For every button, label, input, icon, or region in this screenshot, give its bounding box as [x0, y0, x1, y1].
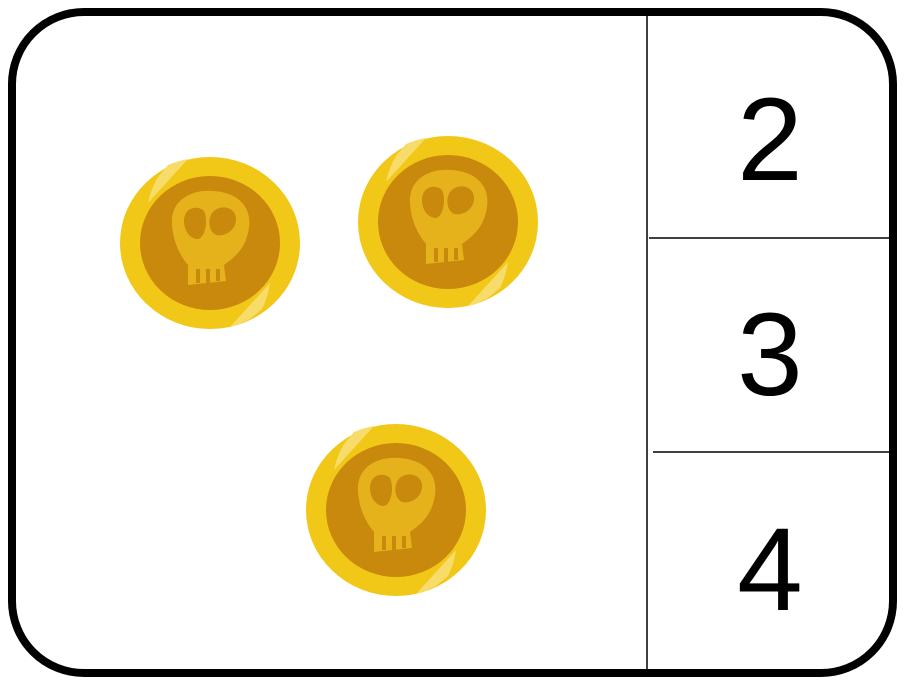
counting-card: 2 3 4 — [0, 0, 905, 684]
page: {"choices": [2, 3, 4]} 2 3 4 (() => { co… — [0, 0, 905, 684]
choice[interactable]: 2 — [737, 74, 803, 206]
coin — [306, 424, 486, 596]
choice[interactable]: 4 — [737, 504, 803, 636]
coin — [120, 157, 300, 329]
coin — [358, 136, 538, 308]
choice[interactable]: 3 — [737, 289, 803, 421]
